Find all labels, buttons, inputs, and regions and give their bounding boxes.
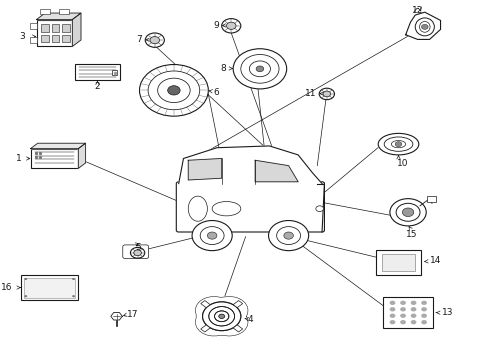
Circle shape bbox=[72, 295, 75, 297]
Bar bbox=[75, 64, 120, 81]
Polygon shape bbox=[255, 160, 298, 182]
Bar bbox=[201, 325, 210, 332]
Circle shape bbox=[421, 24, 428, 30]
Circle shape bbox=[269, 221, 309, 251]
Bar bbox=[52, 35, 59, 42]
Circle shape bbox=[140, 64, 208, 116]
Bar bbox=[233, 301, 243, 308]
Bar bbox=[62, 35, 70, 42]
Circle shape bbox=[24, 295, 27, 297]
Bar bbox=[41, 24, 49, 32]
Polygon shape bbox=[188, 158, 221, 180]
Circle shape bbox=[411, 301, 416, 305]
Polygon shape bbox=[73, 13, 81, 46]
Circle shape bbox=[395, 141, 402, 147]
Circle shape bbox=[256, 66, 264, 72]
Circle shape bbox=[284, 232, 294, 239]
Circle shape bbox=[421, 307, 427, 311]
Circle shape bbox=[400, 301, 406, 305]
Circle shape bbox=[390, 307, 395, 311]
Text: 4: 4 bbox=[248, 315, 254, 324]
Circle shape bbox=[390, 199, 426, 226]
Polygon shape bbox=[179, 146, 322, 184]
Circle shape bbox=[202, 302, 241, 330]
Circle shape bbox=[192, 221, 232, 251]
Text: 16: 16 bbox=[1, 283, 12, 292]
Bar bbox=[37, 19, 73, 46]
Bar bbox=[376, 250, 421, 275]
Polygon shape bbox=[406, 12, 441, 40]
Circle shape bbox=[400, 314, 406, 318]
Text: 15: 15 bbox=[406, 230, 417, 239]
Circle shape bbox=[319, 88, 335, 100]
Circle shape bbox=[219, 314, 224, 319]
Text: 12: 12 bbox=[412, 6, 423, 15]
Circle shape bbox=[421, 314, 427, 318]
Circle shape bbox=[202, 302, 241, 330]
Bar bbox=[59, 9, 69, 14]
Circle shape bbox=[221, 19, 241, 33]
Circle shape bbox=[323, 91, 331, 97]
Circle shape bbox=[421, 301, 427, 305]
Circle shape bbox=[411, 314, 416, 318]
FancyBboxPatch shape bbox=[123, 245, 148, 258]
Circle shape bbox=[411, 320, 416, 324]
Bar bbox=[201, 301, 210, 308]
Circle shape bbox=[219, 314, 224, 319]
Circle shape bbox=[390, 320, 395, 324]
Text: 3: 3 bbox=[19, 32, 25, 41]
Polygon shape bbox=[196, 297, 248, 336]
Text: 11: 11 bbox=[305, 89, 317, 98]
Bar bbox=[40, 9, 49, 14]
Bar bbox=[24, 278, 75, 298]
Bar bbox=[30, 23, 37, 29]
Circle shape bbox=[207, 232, 217, 239]
Circle shape bbox=[145, 33, 164, 47]
Bar bbox=[62, 24, 70, 32]
Circle shape bbox=[168, 86, 180, 95]
Circle shape bbox=[130, 247, 145, 258]
Bar bbox=[41, 35, 49, 42]
Circle shape bbox=[233, 49, 287, 89]
Circle shape bbox=[421, 320, 427, 324]
Text: 6: 6 bbox=[213, 87, 219, 96]
Circle shape bbox=[390, 314, 395, 318]
Bar bbox=[21, 275, 78, 300]
Polygon shape bbox=[78, 143, 85, 168]
Bar bbox=[382, 254, 416, 271]
Ellipse shape bbox=[378, 134, 419, 155]
FancyBboxPatch shape bbox=[176, 182, 324, 232]
Text: 17: 17 bbox=[127, 310, 139, 319]
Circle shape bbox=[411, 307, 416, 311]
Bar bbox=[233, 325, 243, 332]
Bar bbox=[30, 149, 78, 168]
Circle shape bbox=[150, 37, 160, 44]
Polygon shape bbox=[37, 13, 81, 19]
Circle shape bbox=[400, 307, 406, 311]
Text: 1: 1 bbox=[16, 154, 22, 163]
Circle shape bbox=[390, 301, 395, 305]
Text: 7: 7 bbox=[137, 35, 143, 44]
Circle shape bbox=[24, 278, 27, 280]
Text: 9: 9 bbox=[213, 21, 219, 30]
Polygon shape bbox=[30, 143, 85, 149]
Circle shape bbox=[226, 22, 236, 30]
Text: 10: 10 bbox=[396, 159, 408, 168]
Circle shape bbox=[402, 208, 414, 217]
Text: 8: 8 bbox=[220, 64, 226, 73]
Circle shape bbox=[134, 250, 142, 256]
Circle shape bbox=[316, 206, 323, 212]
Polygon shape bbox=[111, 312, 122, 320]
Bar bbox=[52, 24, 59, 32]
Bar bbox=[112, 69, 117, 75]
Circle shape bbox=[72, 278, 75, 280]
Text: 13: 13 bbox=[442, 308, 453, 317]
Circle shape bbox=[400, 320, 406, 324]
Text: 14: 14 bbox=[430, 256, 441, 265]
Text: 5: 5 bbox=[135, 243, 141, 252]
Text: 2: 2 bbox=[95, 82, 100, 91]
Bar bbox=[427, 196, 436, 202]
Bar bbox=[30, 37, 37, 43]
Bar bbox=[383, 297, 433, 328]
